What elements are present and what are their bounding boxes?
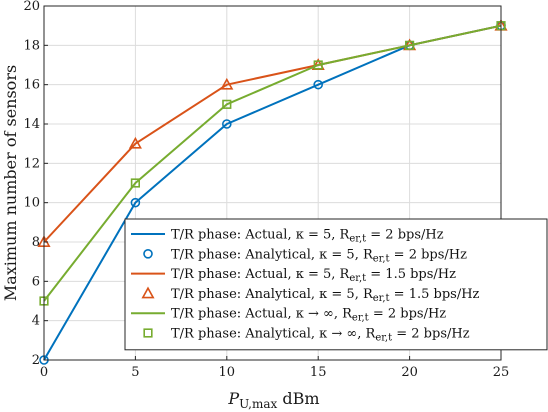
y-tick-label: 18: [23, 38, 40, 53]
y-tick-label: 6: [32, 274, 40, 289]
y-tick-label: 2: [32, 353, 40, 368]
legend-item: T/R phase: Actual, κ = 5, Rer,t = 1.5 bp…: [131, 267, 456, 284]
y-tick-label: 12: [23, 156, 40, 171]
x-tick-label: 20: [401, 365, 418, 380]
plot-frame: [43, 5, 502, 361]
legend-item: T/R phase: Analytical, κ = 5, Rer,t = 2 …: [143, 247, 467, 264]
x-axis-label: PU,max dBm: [227, 389, 319, 411]
legend-swatch-triangle: [141, 286, 155, 299]
legend-box: [124, 218, 548, 351]
legend-item: T/R phase: Analytical, κ = 5, Rer,t = 1.…: [141, 286, 480, 304]
legend-swatch-circle: [143, 249, 153, 259]
legend-item: T/R phase: Actual, κ → ∞, Rer,t = 2 bps/…: [131, 307, 446, 324]
series-line: [43, 24, 502, 243]
data-point-square: [404, 40, 415, 50]
legend-item: T/R phase: Analytical, κ → ∞, Rer,t = 2 …: [143, 327, 470, 344]
data-point-circle: [313, 79, 324, 90]
legend-label: T/R phase: Actual, κ = 5, Rer,t = 2 bps/…: [171, 228, 444, 245]
y-tick-label: 20: [23, 0, 40, 14]
legend: T/R phase: Actual, κ = 5, Rer,t = 2 bps/…: [124, 218, 548, 351]
y-tick-label: 4: [32, 314, 40, 329]
series-2: [43, 24, 502, 243]
data-point-circle: [222, 119, 232, 129]
legend-item: T/R phase: Actual, κ = 5, Rer,t = 2 bps/…: [131, 228, 444, 245]
legend-swatch-square: [143, 328, 153, 338]
y-axis-label: Maximum number of sensors: [1, 65, 20, 301]
data-point-triangle: [220, 77, 234, 90]
tick-labels: 0 5 10 15 20 25 2 4 6 8 10 12 14 16 18 20: [23, 0, 509, 380]
series-4: [43, 24, 502, 302]
y-tick-label: 8: [32, 235, 40, 250]
legend-label: T/R phase: Actual, κ = 5, Rer,t = 1.5 bp…: [171, 267, 456, 284]
x-tick-label: 10: [219, 365, 236, 380]
data-point-circle: [130, 197, 141, 208]
x-tick-label: 0: [40, 365, 48, 380]
series-3: [37, 18, 508, 247]
x-tick-label: 5: [131, 365, 139, 380]
legend-label: T/R phase: Analytical, κ = 5, Rer,t = 1.…: [171, 287, 480, 304]
x-tick-label: 25: [493, 365, 510, 380]
data-point-square: [222, 99, 232, 109]
legend-label: T/R phase: Analytical, κ → ∞, Rer,t = 2 …: [171, 327, 470, 344]
x-tick-label: 15: [310, 365, 327, 380]
y-tick-label: 16: [23, 78, 40, 93]
series-line: [43, 24, 502, 302]
data-point-square: [130, 178, 141, 188]
legend-label: T/R phase: Analytical, κ = 5, Rer,t = 2 …: [171, 247, 467, 264]
series-layer: [37, 18, 508, 365]
data-point-square: [313, 60, 323, 70]
y-tick-label: 14: [23, 117, 40, 132]
y-tick-label: 10: [23, 196, 40, 211]
legend-label: T/R phase: Actual, κ → ∞, Rer,t = 2 bps/…: [171, 307, 446, 324]
data-point-triangle: [128, 136, 142, 149]
